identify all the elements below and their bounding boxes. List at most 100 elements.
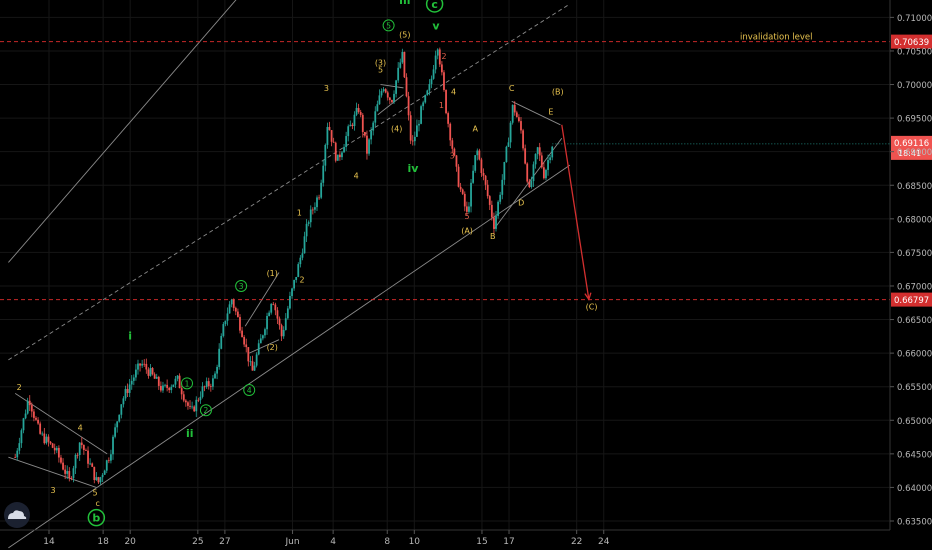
candle-body	[324, 144, 327, 166]
candle-body	[97, 477, 100, 483]
candle-body	[95, 477, 98, 481]
candle-body	[293, 280, 296, 289]
candle-body	[376, 104, 379, 112]
wave-label: i	[128, 330, 132, 343]
candle-body	[114, 427, 116, 437]
circled-wave-label: 2	[204, 406, 209, 415]
projection-arrow	[561, 124, 592, 301]
candle-body	[495, 215, 497, 229]
candle-body	[422, 102, 425, 107]
y-tick-label: 0.66500	[897, 316, 932, 326]
wave-label: (2)	[267, 343, 278, 352]
candle-body	[370, 130, 373, 140]
candle-body	[49, 441, 52, 444]
candle-body	[149, 368, 152, 376]
candle-body	[332, 141, 335, 143]
candle-body	[428, 84, 431, 91]
candle-body	[472, 170, 475, 183]
candle-body	[368, 139, 370, 154]
candle-body	[112, 436, 114, 455]
candle-body	[68, 471, 71, 479]
candle-body	[272, 303, 275, 305]
candle-body	[484, 175, 487, 185]
candle-body	[459, 186, 462, 190]
candle-body	[526, 163, 529, 182]
candle-body	[274, 304, 277, 311]
candle-body	[407, 96, 410, 116]
wave-label: E	[548, 108, 553, 117]
candle-body	[353, 114, 356, 127]
major-wave-marker	[87, 508, 106, 527]
x-tick-label: 20	[124, 537, 136, 547]
candle-body	[207, 381, 210, 387]
candle-body	[468, 206, 470, 212]
candle-body	[39, 423, 42, 434]
level-tag-1	[891, 292, 932, 307]
wave-label: B	[490, 232, 496, 241]
candle-body	[168, 387, 171, 391]
level-tag-label: 0.70639	[894, 38, 929, 48]
candle-body	[540, 155, 543, 168]
candle-body	[201, 386, 204, 397]
candle-body	[43, 433, 46, 444]
candle-body	[124, 388, 127, 399]
candlesticks	[14, 47, 554, 485]
circled-wave-marker	[181, 377, 194, 390]
candle-body	[30, 405, 33, 412]
candle-body	[416, 125, 418, 137]
circled-wave-marker	[243, 384, 256, 397]
candle-body	[89, 463, 92, 465]
candle-body	[282, 329, 285, 337]
candle-body	[224, 320, 227, 325]
candle-body	[420, 106, 422, 124]
candle-body	[193, 406, 196, 412]
candle-body	[278, 318, 281, 326]
last-price-label: 0.69116	[894, 139, 929, 149]
candle-body	[528, 181, 531, 188]
candle-body	[349, 124, 352, 127]
candle-body	[430, 78, 433, 85]
candle-body	[386, 92, 389, 98]
candle-body	[305, 223, 308, 237]
candle-body	[341, 152, 343, 158]
candle-body	[236, 311, 239, 318]
y-tick-label: 0.65000	[897, 417, 932, 427]
candle-body	[18, 443, 21, 451]
candle-body	[351, 124, 354, 127]
candle-body	[457, 166, 460, 187]
candle-body	[22, 418, 25, 431]
candle-body	[534, 153, 537, 165]
candle-body	[391, 100, 393, 103]
candle-body	[445, 89, 447, 114]
candle-body	[264, 329, 266, 336]
candle-body	[501, 179, 504, 195]
candle-body	[503, 162, 506, 180]
candle-body	[91, 463, 94, 467]
grid-lines	[0, 0, 890, 530]
time-axis[interactable]: 14 18 20 25 27 Jun 4 8 10 15 17 22 24	[43, 530, 610, 547]
wave-label: (3)	[375, 59, 386, 68]
trend-line-8	[380, 84, 404, 89]
candle-body	[401, 51, 404, 63]
candle-body	[432, 69, 435, 79]
x-tick-label: 10	[409, 537, 421, 547]
candle-body	[70, 478, 73, 479]
y-tick-label: 0.64000	[897, 484, 932, 494]
candle-body	[178, 375, 181, 389]
candle-body	[228, 304, 231, 314]
price-axis[interactable]: 0.63500 0.64000 0.64500 0.65000 0.65500 0.660…	[890, 14, 932, 528]
wave-label: iii	[399, 0, 410, 7]
candle-body	[253, 365, 256, 371]
candle-body	[384, 89, 387, 93]
trend-line-10	[493, 137, 563, 230]
candle-body	[480, 159, 483, 173]
candle-body	[170, 386, 173, 391]
candle-body	[153, 374, 156, 379]
candle-body	[82, 445, 85, 451]
level-tag-0	[891, 34, 932, 49]
tradingview-logo[interactable]	[4, 502, 30, 528]
candle-body	[141, 363, 144, 366]
